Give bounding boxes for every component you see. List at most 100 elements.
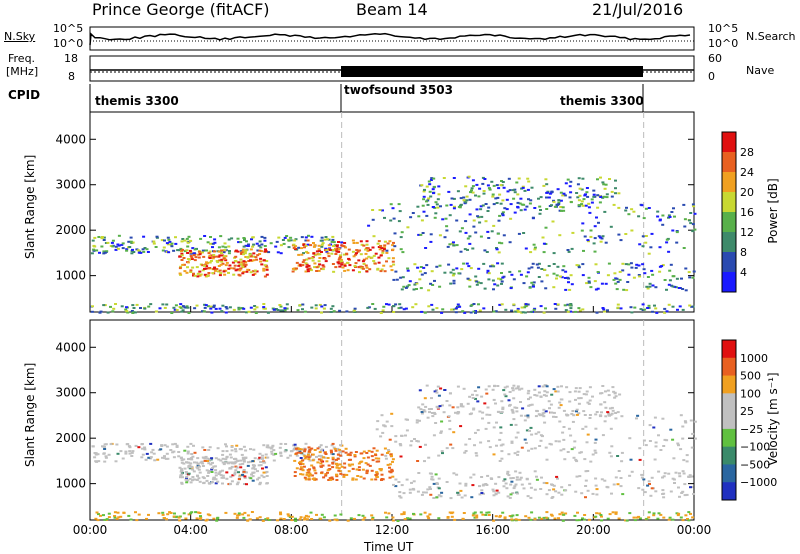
power-cell-3-167 xyxy=(466,248,469,251)
power-cell-2-78 xyxy=(377,256,381,259)
power-cell-6-132 xyxy=(112,307,116,310)
velocity-cell-5-209 xyxy=(613,396,617,399)
power-cell-0-167 xyxy=(186,245,190,248)
power-cell-3-213 xyxy=(490,230,494,233)
velocity-cell-3-51 xyxy=(384,454,388,457)
power-cell-2-212 xyxy=(312,252,316,255)
velocity-cell-4-47 xyxy=(452,472,456,475)
power-cell-4-160 xyxy=(638,275,642,278)
power-cell-2-46 xyxy=(355,249,359,252)
velocity-cell-4-71 xyxy=(502,479,506,482)
velocity-cell-2-217 xyxy=(356,475,360,477)
power-cell-5-77 xyxy=(601,181,605,184)
power-cell-4-153 xyxy=(596,287,600,290)
velocity-cell-6-184 xyxy=(135,519,139,522)
velocity-cell-6-32 xyxy=(161,513,165,516)
velocity-cell-1-194 xyxy=(212,476,216,479)
power-cell-4-173 xyxy=(532,285,535,288)
velocity-cell-4-139 xyxy=(610,492,613,495)
power-cell-6-74 xyxy=(472,310,476,313)
power-cell-4-155 xyxy=(499,278,503,281)
power-cell-6-176 xyxy=(553,303,557,305)
power-cell-5-39 xyxy=(422,198,426,201)
velocity-cell-1-104 xyxy=(186,479,190,482)
velocity-cell-3-66 xyxy=(509,423,513,426)
power-cell-6-138 xyxy=(183,306,187,309)
velocity-cell-3-59 xyxy=(562,426,566,428)
power-cell-1-145 xyxy=(239,258,243,261)
velocity-cell-4-63 xyxy=(507,474,511,477)
power-cell-2-41 xyxy=(354,253,358,256)
velocity-cell-6-134 xyxy=(628,512,632,515)
velocity-ylabel: Slant Range [km] xyxy=(23,362,37,467)
power-cell-6-93 xyxy=(504,308,508,311)
velocity-cell-3-157 xyxy=(439,430,443,433)
velocity-cell-3-79 xyxy=(594,438,598,441)
power-cell-0-215 xyxy=(111,245,115,248)
power-cell-6-52 xyxy=(523,311,527,314)
power-cell-2-169 xyxy=(372,254,376,257)
power-cell-4-193 xyxy=(508,270,512,273)
velocity-cell-0-137 xyxy=(191,455,195,458)
power-cell-3-21 xyxy=(580,229,584,232)
velocity-cell-1-216 xyxy=(218,471,222,474)
power-cell-4-57 xyxy=(651,284,655,287)
velocity-cell-0-122 xyxy=(165,452,169,455)
velocity-cell-6-133 xyxy=(581,517,584,520)
power-cell-2-218 xyxy=(351,269,355,272)
velocity-cell-2-147 xyxy=(293,471,297,474)
power-cell-6-56 xyxy=(126,311,130,314)
power-cell-0-83 xyxy=(121,242,125,245)
velocity-cell-4-157 xyxy=(437,487,441,490)
velocity-cell-3-184 xyxy=(652,426,656,429)
velocity-cell-6-97 xyxy=(287,514,291,517)
velocity-cell-3-96 xyxy=(499,444,503,447)
velocity-cell-3-191 xyxy=(495,444,498,447)
velocity-cell-4-129 xyxy=(434,473,438,476)
power-cell-3-9 xyxy=(451,242,455,245)
power-cell-0-70 xyxy=(142,250,146,253)
velocity-cell-5-217 xyxy=(424,405,428,408)
velocity-cell-5-3 xyxy=(420,412,424,415)
power-cell-6-131 xyxy=(214,307,218,310)
power-cell-0-46 xyxy=(227,252,231,255)
power-cell-3-106 xyxy=(425,214,429,217)
power-cell-0-99 xyxy=(117,244,121,247)
power-cell-4-121 xyxy=(585,282,589,285)
power-cell-6-219 xyxy=(212,304,216,307)
velocity-cell-3-160 xyxy=(415,421,419,424)
power-cell-0-121 xyxy=(105,250,109,253)
velocity-cell-4-66 xyxy=(603,479,607,482)
velocity-cell-3-203 xyxy=(426,416,430,419)
power-cell-6-53 xyxy=(532,308,536,311)
power-cell-0-92 xyxy=(330,240,334,243)
velocity-cell-4-4 xyxy=(394,478,398,481)
velocity-ytick-label-3: 1000 xyxy=(55,477,86,491)
velocity-cell-4-27 xyxy=(547,489,551,492)
velocity-cell-4-99 xyxy=(491,488,495,491)
velocity-cell-3-12 xyxy=(513,452,517,455)
velocity-cell-3-92 xyxy=(563,458,567,461)
power-cell-0-219 xyxy=(163,239,166,242)
power-cell-1-191 xyxy=(237,264,241,267)
velocity-cell-6-229 xyxy=(357,514,361,517)
velocity-cell-1-187 xyxy=(216,480,220,483)
velocity-cell-0-93 xyxy=(225,445,228,448)
power-cell-2-56 xyxy=(365,270,369,273)
velocity-cell-6-198 xyxy=(282,518,286,520)
power-cell-4-1 xyxy=(395,278,399,281)
power-cell-5-153 xyxy=(575,192,579,194)
velocity-cell-2-160 xyxy=(319,462,323,465)
power-cell-2-43 xyxy=(307,264,311,267)
velocity-cell-0-160 xyxy=(177,455,181,458)
velocity-cell-0-121 xyxy=(186,452,190,455)
power-cell-6-173 xyxy=(181,305,185,308)
power-cell-4-163 xyxy=(587,280,591,283)
power-cell-0-61 xyxy=(209,236,212,238)
velocity-cell-1-66 xyxy=(184,471,188,473)
velocity-ytick-label-1: 3000 xyxy=(55,386,86,400)
power-cell-4-9 xyxy=(641,263,645,266)
power-cell-5-1 xyxy=(604,183,608,186)
velocity-cell-3-143 xyxy=(437,454,441,457)
velocity-cell-2-6 xyxy=(331,478,335,481)
